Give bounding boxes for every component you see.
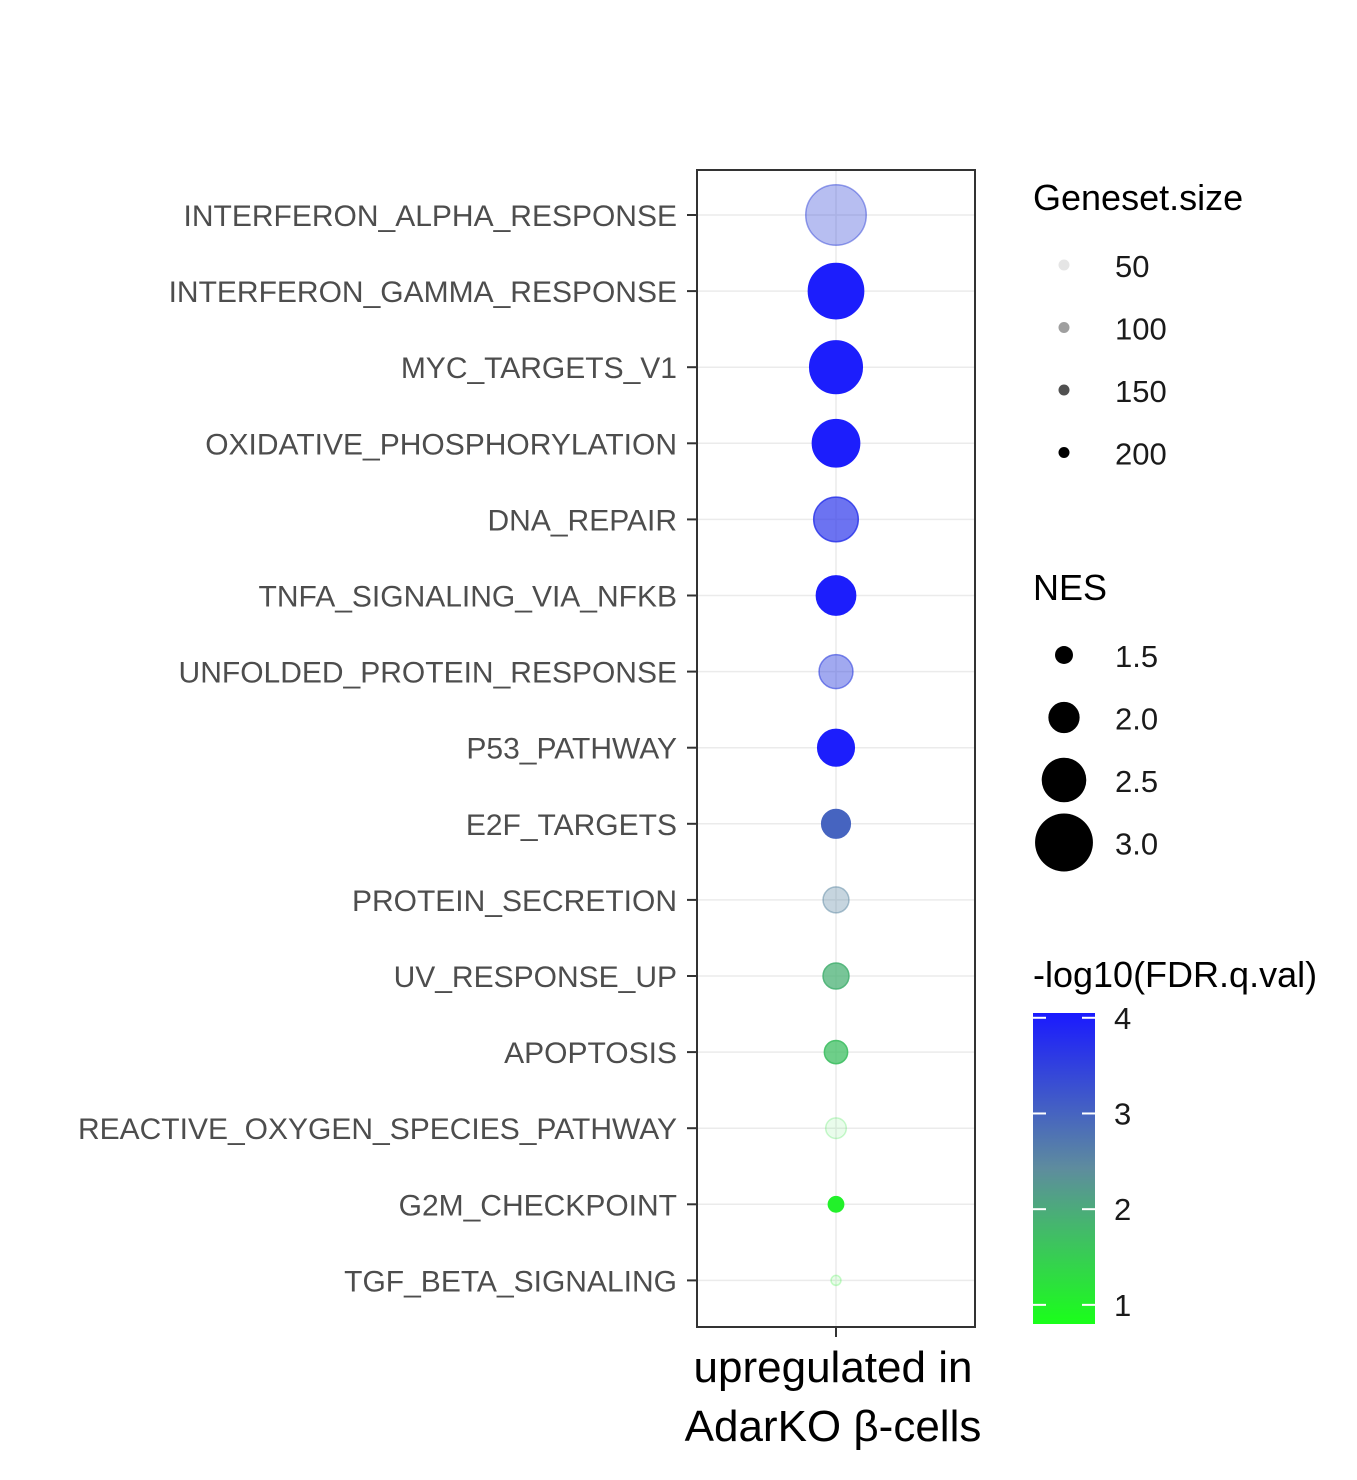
data-point	[827, 1195, 845, 1213]
data-point	[816, 728, 856, 767]
size-legend-key	[1058, 384, 1070, 396]
nes-legend-key	[1041, 757, 1087, 803]
x-category-label-line2: AdarKO β-cells	[685, 1402, 982, 1451]
pathway-label: APOPTOSIS	[504, 1037, 677, 1070]
colorbar-label: 4	[1114, 1001, 1131, 1036]
size-legend-key	[1058, 447, 1070, 458]
nes-legend-label: 3.0	[1115, 827, 1158, 862]
nes-legend-key	[1055, 646, 1073, 664]
pathway-label: MYC_TARGETS_V1	[401, 352, 677, 385]
data-point	[823, 1039, 849, 1065]
data-point	[804, 183, 868, 247]
data-point	[820, 808, 852, 839]
pathway-label: OXIDATIVE_PHOSPHORYLATION	[205, 428, 677, 461]
nes-legend-key	[1048, 701, 1080, 734]
nes-legend-title: NES	[1033, 567, 1107, 608]
colorbar-label: 3	[1114, 1096, 1131, 1131]
pathway-label: E2F_TARGETS	[466, 809, 677, 842]
x-category-label-line1: upregulated in	[694, 1343, 973, 1392]
data-point	[822, 962, 850, 990]
data-point	[815, 575, 857, 616]
data-point	[830, 1274, 842, 1287]
x-axis: upregulated in AdarKO β-cells	[685, 1327, 982, 1451]
size-legend-label: 200	[1115, 437, 1167, 472]
pathway-label: REACTIVE_OXYGEN_SPECIES_PATHWAY	[78, 1113, 677, 1146]
colorbar-label: 1	[1114, 1288, 1131, 1323]
geneset-size-legend-title: Geneset.size	[1033, 177, 1243, 218]
data-point	[818, 653, 854, 690]
pathway-label: G2M_CHECKPOINT	[399, 1189, 677, 1222]
pathway-label: INTERFERON_GAMMA_RESPONSE	[169, 276, 677, 309]
pathway-label: UV_RESPONSE_UP	[394, 961, 677, 994]
pathway-label: PROTEIN_SECRETION	[352, 885, 677, 918]
size-legend-key	[1058, 322, 1070, 333]
nes-legend-label: 1.5	[1115, 639, 1158, 674]
pathway-label: TNFA_SIGNALING_VIA_NFKB	[259, 581, 677, 614]
data-point	[811, 418, 861, 468]
pathway-label: P53_PATHWAY	[466, 733, 677, 766]
size-legend-label: 100	[1115, 312, 1167, 347]
data-point	[824, 1117, 848, 1140]
fdr-legend-title: -log10(FDR.q.val)	[1033, 954, 1317, 995]
colorbar-label: 2	[1114, 1192, 1131, 1227]
nes-legend: NES 1.5 2.0 2.5 3.0	[1033, 567, 1158, 872]
nes-legend-label: 2.0	[1115, 702, 1158, 737]
pathway-label: UNFOLDED_PROTEIN_RESPONSE	[179, 657, 677, 690]
pathway-label: DNA_REPAIR	[488, 504, 678, 537]
fdr-color-legend: -log10(FDR.q.val) 4 3 2 1	[1033, 954, 1317, 1324]
fdr-colorbar	[1033, 1013, 1095, 1324]
data-point	[808, 340, 864, 395]
data-point	[812, 496, 860, 543]
geneset-size-legend: Geneset.size 50 100 150 200	[1033, 177, 1243, 472]
size-legend-label: 150	[1115, 374, 1167, 409]
data-point	[807, 262, 865, 320]
data-point	[822, 886, 850, 914]
y-axis: INTERFERON_ALPHA_RESPONSE INTERFERON_GAMM…	[78, 200, 697, 1298]
nes-legend-key	[1035, 813, 1093, 872]
pathway-label: TGF_BETA_SIGNALING	[344, 1265, 677, 1298]
pathway-label: INTERFERON_ALPHA_RESPONSE	[184, 200, 677, 233]
size-legend-label: 50	[1115, 249, 1149, 284]
data-points	[804, 183, 868, 1287]
nes-legend-label: 2.5	[1115, 764, 1158, 799]
size-legend-key	[1058, 259, 1070, 271]
